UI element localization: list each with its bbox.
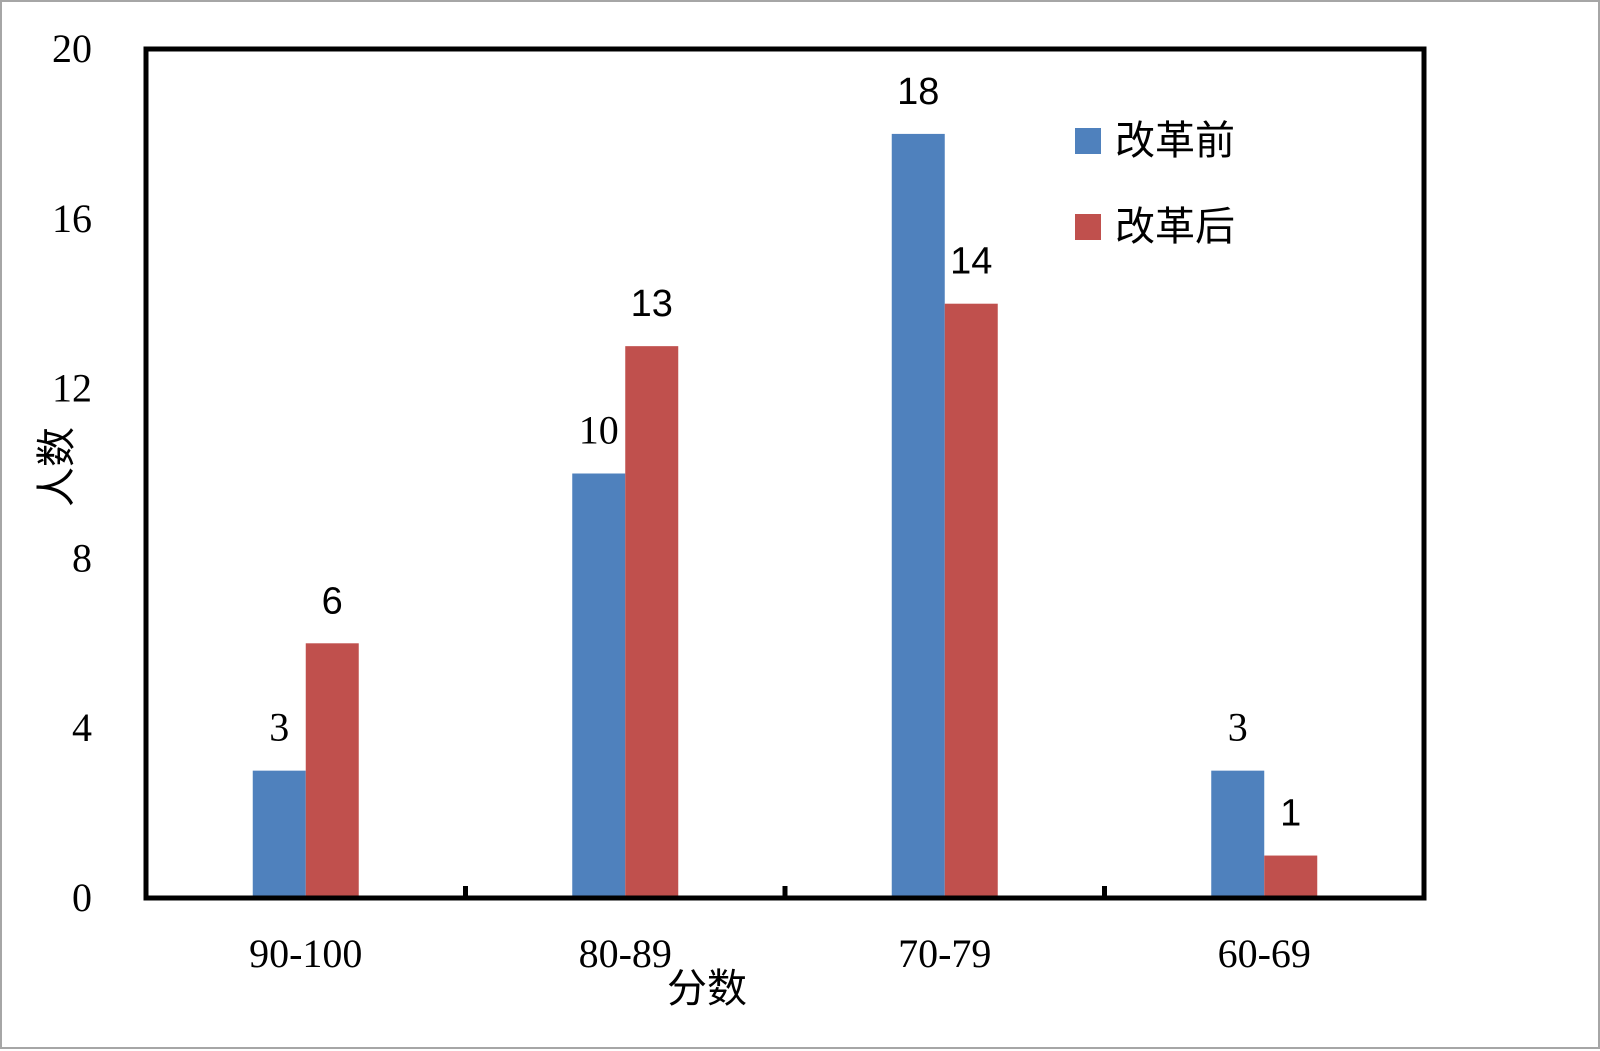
x-tick-label: 80-89 (579, 931, 672, 976)
x-tick-label: 90-100 (249, 931, 362, 976)
x-axis-title: 分数 (667, 966, 747, 1012)
x-tick-label: 60-69 (1218, 931, 1311, 976)
bar-before-70-79 (891, 133, 945, 898)
data-label: 3 (269, 705, 289, 750)
y-axis-title: 人数 (34, 427, 80, 507)
y-tick-label: 8 (72, 535, 92, 580)
plot-background (146, 49, 1424, 898)
y-tick-label: 16 (52, 196, 92, 241)
bar-before-90-100 (252, 770, 306, 898)
legend-swatch (1075, 128, 1101, 154)
y-tick-label: 20 (52, 26, 92, 71)
bar-after-60-69 (1264, 855, 1318, 898)
axis-layer (143, 46, 1427, 901)
data-label: 3 (1228, 705, 1248, 750)
bar-after-80-89 (625, 346, 679, 898)
plot-area (146, 49, 1424, 898)
data-label: 13 (631, 283, 673, 325)
bar-before-60-69 (1211, 770, 1265, 898)
y-tick-label: 4 (72, 705, 92, 750)
y-tick-label: 12 (52, 366, 92, 411)
data-label: 14 (950, 241, 992, 283)
legend-label: 改革后 (1115, 204, 1235, 250)
bar-after-90-100 (305, 643, 359, 898)
data-label: 18 (897, 71, 939, 113)
x-tick-label: 70-79 (898, 931, 991, 976)
data-label: 1 (1280, 793, 1301, 835)
y-tick-label: 0 (72, 875, 92, 920)
legend-swatch (1075, 214, 1101, 240)
bar-after-70-79 (944, 303, 998, 898)
bars-layer (252, 133, 1318, 898)
bar-before-80-89 (572, 473, 626, 898)
legend-label: 改革前 (1115, 118, 1235, 164)
data-label: 10 (579, 408, 619, 453)
data-label: 6 (322, 580, 343, 622)
